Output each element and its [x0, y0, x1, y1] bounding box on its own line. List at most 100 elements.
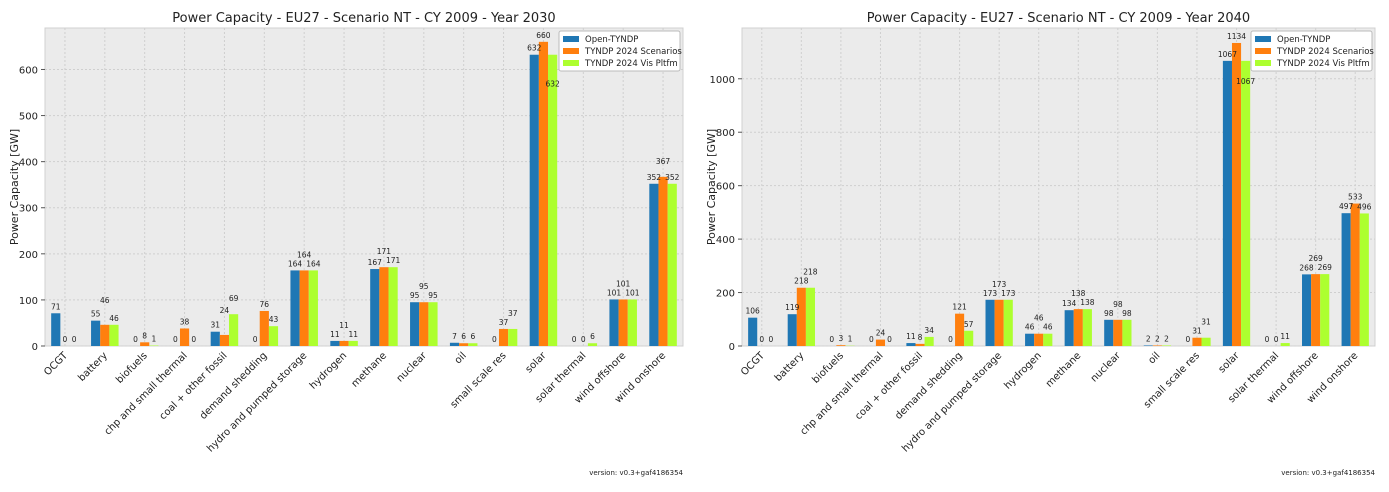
x-tick-label: methane [350, 350, 389, 389]
bar-value-label: 0 [581, 335, 586, 344]
chart-title: Power Capacity - EU27 - Scenario NT - CY… [172, 11, 555, 26]
bar [985, 299, 995, 346]
bar-value-label: 632 [545, 80, 560, 89]
bar-value-label: 0 [887, 335, 892, 344]
bar-value-label: 1 [848, 335, 853, 344]
bar-value-label: 171 [377, 247, 392, 256]
bar-value-label: 269 [1318, 263, 1333, 272]
y-tick-label: 500 [19, 112, 38, 123]
x-tick-label: oil [1146, 350, 1162, 366]
bar-value-label: 533 [1348, 193, 1363, 202]
bar-value-label: 11 [330, 330, 340, 339]
bar [259, 310, 269, 346]
bar-value-label: 497 [1339, 202, 1354, 211]
bar-value-label: 46 [1034, 314, 1044, 323]
bar-value-label: 11 [339, 321, 349, 330]
bar [468, 343, 478, 346]
bar [308, 270, 318, 346]
bar [379, 267, 389, 346]
bar [1311, 274, 1321, 346]
x-tick-label: demand shedding [198, 350, 269, 421]
bar-value-label: 173 [992, 280, 1007, 289]
bar [1359, 213, 1369, 346]
bar [796, 287, 806, 346]
bar-value-label: 95 [410, 291, 420, 300]
x-tick-label: OCGT [739, 350, 767, 378]
y-tick-label: 400 [716, 235, 735, 246]
y-tick-label: 600 [716, 182, 735, 193]
bar [210, 331, 220, 346]
bar [618, 299, 628, 346]
bar [915, 343, 925, 346]
bar [658, 176, 668, 346]
x-tick-label: nuclear [395, 350, 430, 385]
legend-swatch [1255, 36, 1271, 42]
bar-value-label: 37 [508, 309, 518, 318]
bar [587, 343, 598, 346]
bar-value-label: 71 [51, 302, 61, 311]
bar-value-label: 0 [492, 335, 497, 344]
bar [1320, 274, 1330, 346]
bar [299, 270, 309, 346]
bar [348, 340, 358, 346]
bar-value-label: 218 [794, 277, 809, 286]
bar [955, 313, 965, 346]
x-tick-label: hydrogen [308, 350, 349, 391]
bar-value-label: 0 [1274, 335, 1279, 344]
legend-label: TYNDP 2024 Vis Pltfm [584, 59, 678, 69]
bar-value-label: 101 [607, 288, 622, 297]
bar-value-label: 31 [1192, 327, 1202, 336]
bar [1122, 319, 1132, 346]
bar [748, 317, 758, 346]
bar-value-label: 0 [63, 335, 68, 344]
bar-value-label: 98 [1122, 309, 1132, 318]
bar-value-label: 3 [839, 334, 844, 343]
bar-value-label: 138 [1071, 289, 1086, 298]
bar-value-label: 55 [91, 310, 101, 319]
bar-value-label: 1 [151, 335, 156, 344]
bar-value-label: 0 [948, 335, 953, 344]
x-tick-label: solar [524, 350, 550, 376]
version-footer: version: v0.3+gaf4186354 [589, 469, 683, 477]
bar-value-label: 632 [527, 44, 542, 53]
bar-value-label: 2 [1155, 334, 1160, 343]
bar [1043, 333, 1053, 346]
y-tick-label: 0 [729, 342, 735, 353]
bar-value-label: 98 [1113, 300, 1123, 309]
legend-swatch [1255, 60, 1271, 66]
bar [529, 54, 539, 346]
bar-value-label: 173 [1001, 289, 1016, 298]
bar-value-label: 38 [180, 317, 190, 326]
y-tick-label: 200 [19, 250, 38, 261]
legend-swatch [1255, 48, 1271, 54]
y-tick-label: 800 [716, 128, 735, 139]
bar [1192, 337, 1202, 346]
y-tick-label: 400 [19, 158, 38, 169]
bar [924, 336, 934, 346]
legend-label: TYNDP 2024 Scenarios [584, 47, 682, 57]
bar-value-label: 0 [759, 335, 764, 344]
bar [1350, 203, 1360, 346]
x-tick-label: demand shedding [893, 350, 964, 421]
y-tick-label: 600 [19, 65, 38, 76]
legend-swatch [563, 48, 579, 54]
bar [140, 342, 150, 346]
bar-value-label: 6 [461, 332, 466, 341]
bar-value-label: 2 [1146, 334, 1151, 343]
bar-value-label: 0 [133, 335, 138, 344]
bar [410, 302, 420, 346]
legend-label: Open-TYNDP [1277, 35, 1330, 45]
bar-value-label: 6 [590, 332, 595, 341]
bar [1113, 319, 1123, 346]
bar [1161, 345, 1172, 346]
legend-swatch [563, 36, 579, 42]
x-tick-label: battery [76, 350, 110, 384]
legend-label: TYNDP 2024 Scenarios [1276, 47, 1374, 57]
bar [428, 302, 438, 346]
bar-value-label: 0 [1265, 335, 1270, 344]
x-tick-label: methane [1044, 350, 1083, 389]
bar [1025, 333, 1035, 346]
x-tick-label: biofuels [114, 350, 150, 386]
